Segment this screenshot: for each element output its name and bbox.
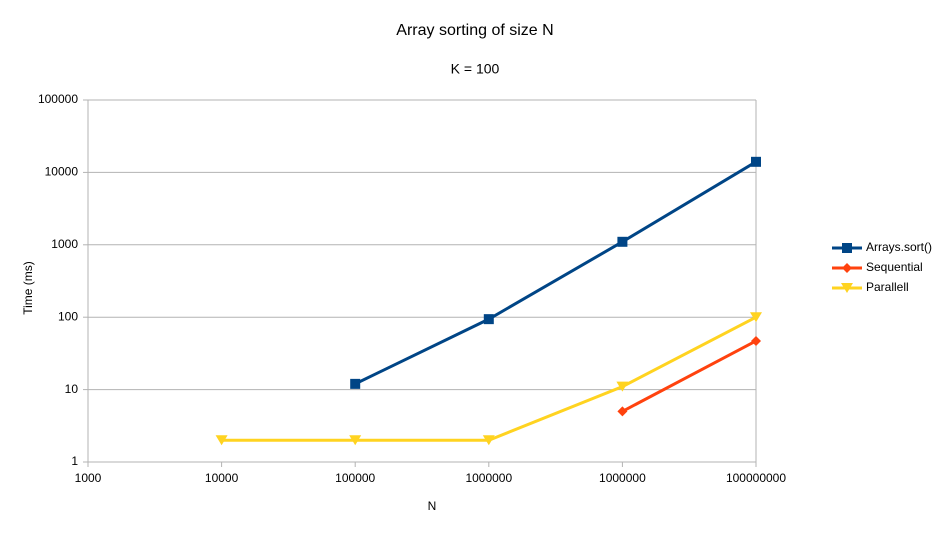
- data-point: [751, 156, 761, 167]
- x-tick-label: 10000: [205, 471, 239, 485]
- data-point: [482, 435, 495, 446]
- data-point: [751, 335, 761, 346]
- data-point: [750, 312, 762, 323]
- series-line: [354, 160, 757, 386]
- y-tick-label: 10000: [45, 165, 79, 179]
- legend-marker: [842, 243, 852, 253]
- y-tick-label: 100: [58, 309, 78, 323]
- data-point: [617, 406, 628, 417]
- x-tick-label: 1000: [75, 471, 102, 485]
- x-tick-label: 1000000: [599, 471, 646, 485]
- y-tick-label: 1000: [51, 237, 78, 251]
- x-axis-label: N: [428, 499, 437, 513]
- data-point: [350, 378, 361, 389]
- x-tick-label: 1000000: [465, 471, 512, 485]
- y-tick-label: 1: [71, 454, 78, 468]
- series-line: [621, 339, 757, 413]
- x-tick-label: 100000: [335, 471, 375, 485]
- y-tick-label: 100000: [38, 92, 78, 106]
- x-tick-label: 100000000: [726, 471, 786, 485]
- data-point: [616, 381, 629, 392]
- legend-marker: [841, 283, 853, 293]
- data-point: [483, 314, 494, 325]
- chart-title: Array sorting of size N: [396, 22, 553, 39]
- chart-subtitle: K = 100: [451, 61, 500, 77]
- legend-label: Arrays.sort(): [866, 240, 932, 254]
- data-point: [617, 236, 628, 247]
- legend-marker: [842, 263, 852, 273]
- y-axis-label: Time (ms): [21, 261, 35, 315]
- data-point: [349, 435, 362, 446]
- legend-label: Sequential: [866, 260, 923, 274]
- legend-label: Parallell: [866, 280, 909, 294]
- data-point: [215, 435, 228, 446]
- y-tick-label: 10: [65, 382, 79, 396]
